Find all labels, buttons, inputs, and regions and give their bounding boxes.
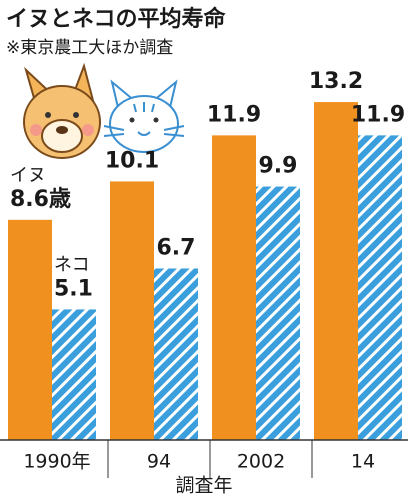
x-tick-label: 94 — [147, 451, 171, 473]
cat-illustration — [103, 79, 185, 153]
value-label: 6.7 — [157, 235, 196, 260]
value-label: 8.6歳 — [10, 187, 71, 212]
value-label: 11.9 — [207, 102, 261, 127]
legend-label: ネコ — [54, 254, 90, 275]
bar — [110, 181, 154, 440]
value-label: 10.1 — [105, 148, 159, 173]
x-tick-label: 2002 — [237, 451, 285, 473]
bar — [314, 102, 358, 440]
value-label: 13.2 — [309, 69, 363, 94]
value-label: 9.9 — [259, 154, 298, 179]
value-label: 5.1 — [54, 276, 93, 301]
chart-title: イヌとネコの平均寿命 — [6, 6, 227, 32]
bar — [154, 268, 198, 440]
bar — [256, 186, 300, 440]
dog-illustration — [23, 62, 101, 159]
chart-subtitle: ※東京農工大ほか調査 — [6, 38, 173, 58]
value-label: 11.9 — [351, 102, 405, 127]
x-tick-label: 1990年 — [23, 451, 90, 473]
legend-label: イヌ — [10, 165, 46, 186]
x-axis-label: 調査年 — [175, 475, 232, 497]
bar — [212, 135, 256, 441]
bar — [8, 219, 52, 440]
bar — [358, 135, 402, 441]
bar — [52, 309, 96, 440]
x-tick-label: 14 — [351, 451, 375, 473]
